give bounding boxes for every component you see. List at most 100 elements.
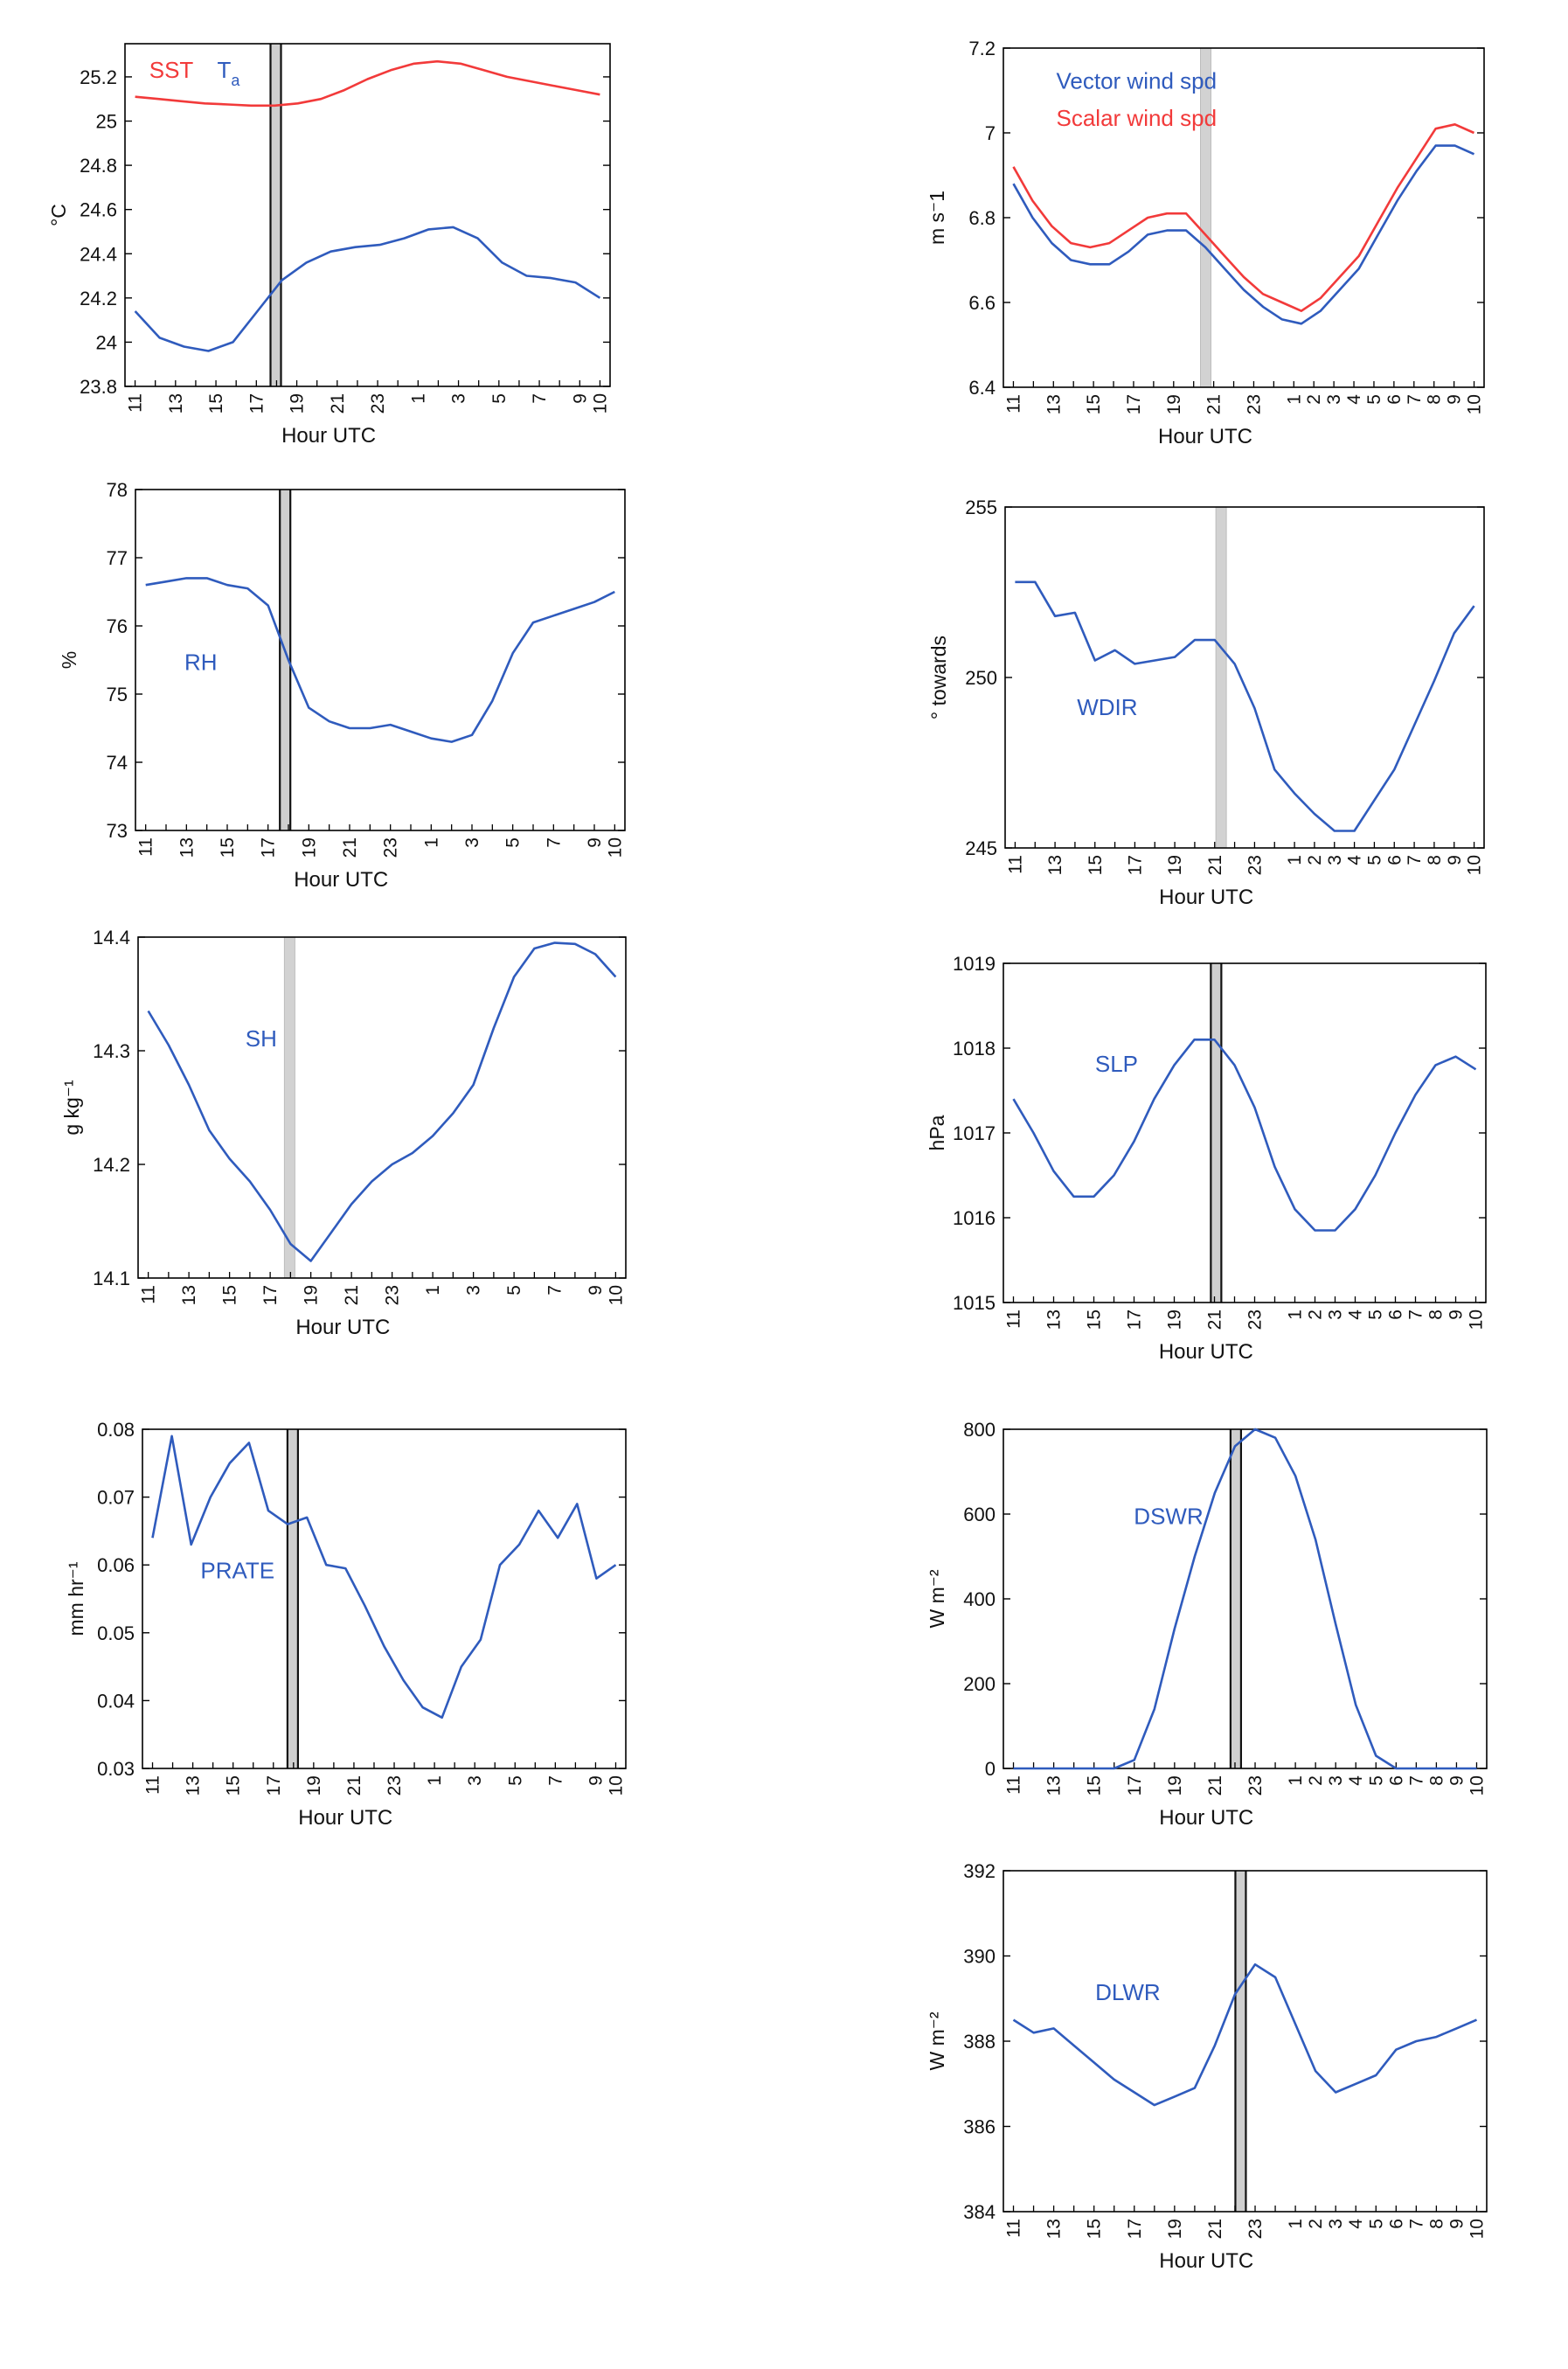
- x-tick-label: 15: [1085, 1775, 1105, 1796]
- x-tick-label: 23: [1244, 394, 1264, 414]
- y-axis-label: °C: [47, 204, 70, 226]
- x-tick-label: 7: [1406, 1775, 1426, 1786]
- y-tick-label: 245: [965, 837, 997, 859]
- series-line-sst: [135, 59, 600, 108]
- legend-entry: Scalar wind spd: [1057, 105, 1218, 131]
- x-tick-label: 15: [1085, 1310, 1105, 1330]
- x-axis-label: Hour UTC: [1159, 2249, 1253, 2273]
- y-tick-label: 250: [965, 667, 997, 689]
- x-tick-label: 23: [1245, 1775, 1266, 1796]
- x-tick-label: 1: [1286, 2219, 1306, 2229]
- highlight-band: [287, 1429, 298, 1768]
- x-tick-label: 7: [530, 393, 550, 404]
- variable-label: RH: [184, 650, 218, 676]
- x-tick-label: 1: [1285, 855, 1305, 865]
- x-tick-label: 13: [177, 837, 197, 858]
- y-tick-label: 390: [963, 1946, 996, 1968]
- y-tick-label: 7: [985, 122, 996, 144]
- x-tick-label: 8: [1425, 855, 1445, 865]
- x-tick-label: 15: [1086, 855, 1106, 875]
- y-tick-label: 1017: [953, 1122, 996, 1144]
- x-tick-label: 9: [586, 1285, 606, 1296]
- x-tick-label: 17: [259, 837, 279, 858]
- highlight-band: [1235, 1871, 1246, 2212]
- x-tick-label: 11: [139, 1285, 159, 1304]
- x-tick-label: 21: [344, 1775, 364, 1796]
- x-tick-label: 5: [1366, 1310, 1386, 1320]
- series-line-scalar-wind-spd: [1012, 123, 1475, 313]
- x-tick-label: 5: [1364, 394, 1384, 405]
- x-tick-label: 13: [1044, 1775, 1065, 1796]
- x-tick-label: 11: [136, 837, 156, 857]
- x-tick-label: 5: [503, 837, 524, 848]
- series-line-prate: [151, 1435, 617, 1719]
- x-tick-label: 17: [1125, 1775, 1145, 1796]
- x-tick-label: 10: [590, 393, 610, 413]
- x-tick-label: 2: [1304, 394, 1324, 405]
- x-tick-label: 7: [1405, 855, 1425, 865]
- y-tick-label: 25: [96, 111, 117, 133]
- x-tick-label: 5: [489, 393, 510, 404]
- x-tick-label: 11: [1005, 855, 1025, 874]
- plot-frame: [135, 489, 626, 831]
- y-tick-label: 400: [963, 1588, 996, 1610]
- variable-label: DSWR: [1134, 1504, 1203, 1530]
- x-tick-label: 1: [408, 393, 428, 404]
- x-tick-label: 15: [1084, 394, 1104, 414]
- series-line-dlwr: [1012, 1963, 1478, 2107]
- x-tick-label: 3: [462, 837, 482, 848]
- x-tick-label: 23: [368, 393, 388, 413]
- x-tick-label: 19: [288, 393, 308, 413]
- series-line-t: [134, 226, 601, 352]
- x-axis-label: Hour UTC: [295, 1316, 390, 1339]
- x-tick-label: 19: [304, 1775, 324, 1796]
- x-tick-label: 19: [299, 837, 319, 858]
- x-tick-label: 6: [1386, 1310, 1406, 1320]
- x-tick-label: 8: [1426, 1775, 1447, 1786]
- x-axis-label: Hour UTC: [1159, 886, 1253, 909]
- y-tick-label: 1016: [953, 1207, 996, 1229]
- x-tick-label: 1: [425, 1775, 445, 1786]
- x-tick-label: 19: [302, 1285, 322, 1305]
- y-tick-label: 14.2: [93, 1154, 130, 1176]
- plot-frame: [1003, 1428, 1488, 1769]
- y-tick-label: 388: [963, 2031, 996, 2053]
- x-tick-label: 10: [1465, 394, 1485, 414]
- y-tick-label: 800: [963, 1419, 996, 1441]
- x-tick-label: 3: [449, 393, 469, 404]
- y-axis-label: ° towards: [927, 636, 950, 719]
- x-tick-label: 11: [126, 393, 146, 413]
- x-tick-label: 23: [1245, 855, 1265, 875]
- y-axis-label: g kg⁻¹: [60, 1080, 83, 1136]
- y-tick-label: 78: [107, 479, 128, 501]
- y-tick-label: 255: [965, 497, 997, 518]
- y-axis-label: W m⁻²: [926, 1569, 948, 1628]
- y-tick-label: 23.8: [80, 376, 117, 398]
- x-tick-label: 2: [1306, 1310, 1326, 1320]
- x-tick-label: 7: [1406, 2219, 1426, 2229]
- y-axis-label: %: [58, 651, 80, 669]
- y-tick-label: 76: [107, 615, 128, 637]
- variable-label: DLWR: [1095, 1979, 1161, 2005]
- x-tick-label: 10: [1465, 855, 1485, 875]
- x-tick-label: 4: [1346, 2219, 1366, 2229]
- y-tick-label: 1019: [953, 953, 996, 975]
- y-tick-label: 0.03: [97, 1758, 135, 1780]
- x-tick-label: 15: [224, 1775, 244, 1796]
- x-tick-label: 7: [544, 837, 564, 848]
- x-tick-label: 23: [385, 1775, 405, 1796]
- y-tick-label: 74: [107, 752, 128, 774]
- x-tick-label: 7: [1405, 394, 1425, 405]
- x-tick-label: 21: [1205, 2219, 1225, 2239]
- x-tick-label: 21: [342, 1285, 362, 1305]
- x-tick-label: 19: [1165, 2219, 1185, 2239]
- x-tick-label: 10: [606, 1775, 626, 1796]
- highlight-band: [1215, 506, 1227, 849]
- y-tick-label: 200: [963, 1673, 996, 1695]
- plot-frame: [1004, 506, 1485, 849]
- y-axis-label: m s⁻1: [926, 191, 948, 245]
